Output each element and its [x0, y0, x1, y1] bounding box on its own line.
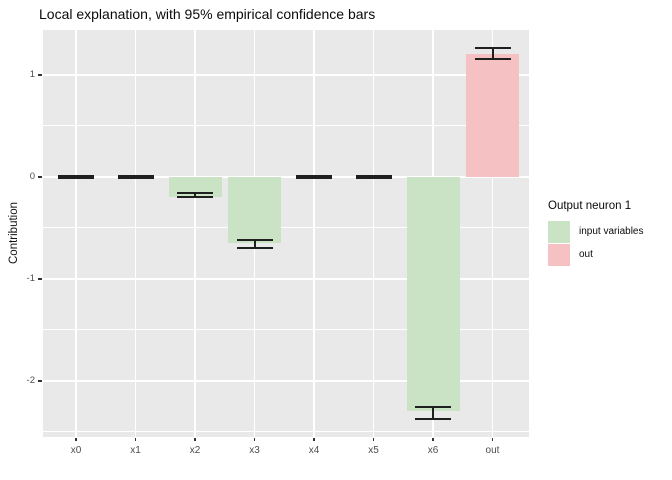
errorbar-cap-x4 [296, 174, 332, 177]
y-tick-mark [38, 380, 42, 382]
errorbar-cap-out [474, 57, 511, 60]
errorbar-cap-x0 [58, 177, 94, 180]
errorbar-line-x6 [432, 407, 434, 419]
errorbar-cap-out [474, 47, 511, 50]
errorbar-cap-x5 [355, 174, 392, 177]
legend-items: input variables out [548, 220, 643, 266]
errorbar-cap-x6 [415, 417, 451, 420]
x-tick-label: x3 [249, 445, 260, 456]
legend-swatch [548, 220, 570, 243]
minor-gridline [43, 227, 529, 229]
x-tick-mark [491, 438, 494, 441]
legend-label: out [579, 249, 593, 260]
chart-title: Local explanation, with 95% empirical co… [39, 6, 376, 22]
y-tick-label: 0 [29, 170, 35, 182]
x-tick-mark [134, 438, 137, 441]
category-gridline [313, 30, 315, 437]
category-gridline [491, 30, 494, 437]
legend-label: input variables [579, 226, 644, 237]
errorbar-line-x1 [134, 175, 137, 179]
errorbar-cap-x4 [296, 177, 332, 180]
major-gridline [43, 278, 529, 280]
errorbar-cap-x2 [177, 192, 213, 195]
bar-x3 [228, 176, 281, 244]
legend-item: out [548, 243, 643, 266]
x-tick-mark [75, 438, 77, 441]
errorbar-cap-x5 [355, 177, 392, 180]
category-gridline [75, 30, 77, 437]
legend-title: Output neuron 1 [548, 200, 632, 212]
y-tick-mark [38, 74, 42, 76]
bar-out [466, 54, 519, 177]
x-tick-label: x4 [308, 445, 320, 456]
major-gridline [43, 176, 529, 178]
x-tick-label: x6 [427, 445, 439, 456]
legend-swatch [548, 243, 570, 266]
errorbar-cap-x6 [415, 406, 451, 409]
x-tick-label: out [485, 445, 500, 456]
y-axis-label: Contribution [8, 201, 20, 265]
errorbar-cap-x3 [236, 247, 273, 250]
category-gridline [134, 30, 137, 437]
y-tick-label: -1 [26, 272, 35, 284]
major-gridline [43, 380, 529, 382]
errorbar-line-x0 [75, 175, 77, 179]
legend-item: input variables [548, 220, 643, 243]
errorbar-cap-x2 [177, 196, 213, 199]
bar-x2 [168, 176, 222, 198]
x-tick-label: x1 [130, 445, 141, 456]
bar-x6 [406, 176, 460, 412]
major-gridline [43, 74, 529, 76]
x-tick-mark [194, 438, 196, 441]
errorbar-cap-x3 [236, 239, 273, 242]
errorbar-cap-x1 [117, 174, 154, 177]
errorbar-line-x2 [194, 193, 196, 198]
errorbar-line-x4 [313, 175, 315, 179]
errorbar-cap-x1 [117, 177, 154, 180]
x-tick-mark [313, 438, 315, 441]
x-tick-label: x0 [70, 445, 82, 456]
errorbar-cap-x0 [58, 174, 94, 177]
y-tick-mark [38, 176, 42, 178]
x-tick-mark [253, 438, 256, 441]
minor-gridline [43, 125, 529, 127]
legend: Output neuron 1 input variables out [548, 200, 643, 266]
x-tick-mark [432, 438, 434, 441]
category-gridline [372, 30, 375, 437]
y-tick-mark [38, 278, 42, 280]
errorbar-line-x5 [372, 175, 375, 179]
errorbar-line-out [491, 48, 494, 59]
minor-gridline [43, 329, 529, 331]
errorbar-line-x3 [253, 240, 256, 249]
x-tick-label: x2 [189, 445, 201, 456]
y-tick-label: 1 [29, 68, 35, 80]
minor-gridline [43, 431, 529, 433]
x-tick-label: x5 [368, 445, 379, 456]
category-gridline [194, 30, 196, 437]
x-tick-mark [372, 438, 375, 441]
y-tick-label: -2 [26, 374, 35, 386]
